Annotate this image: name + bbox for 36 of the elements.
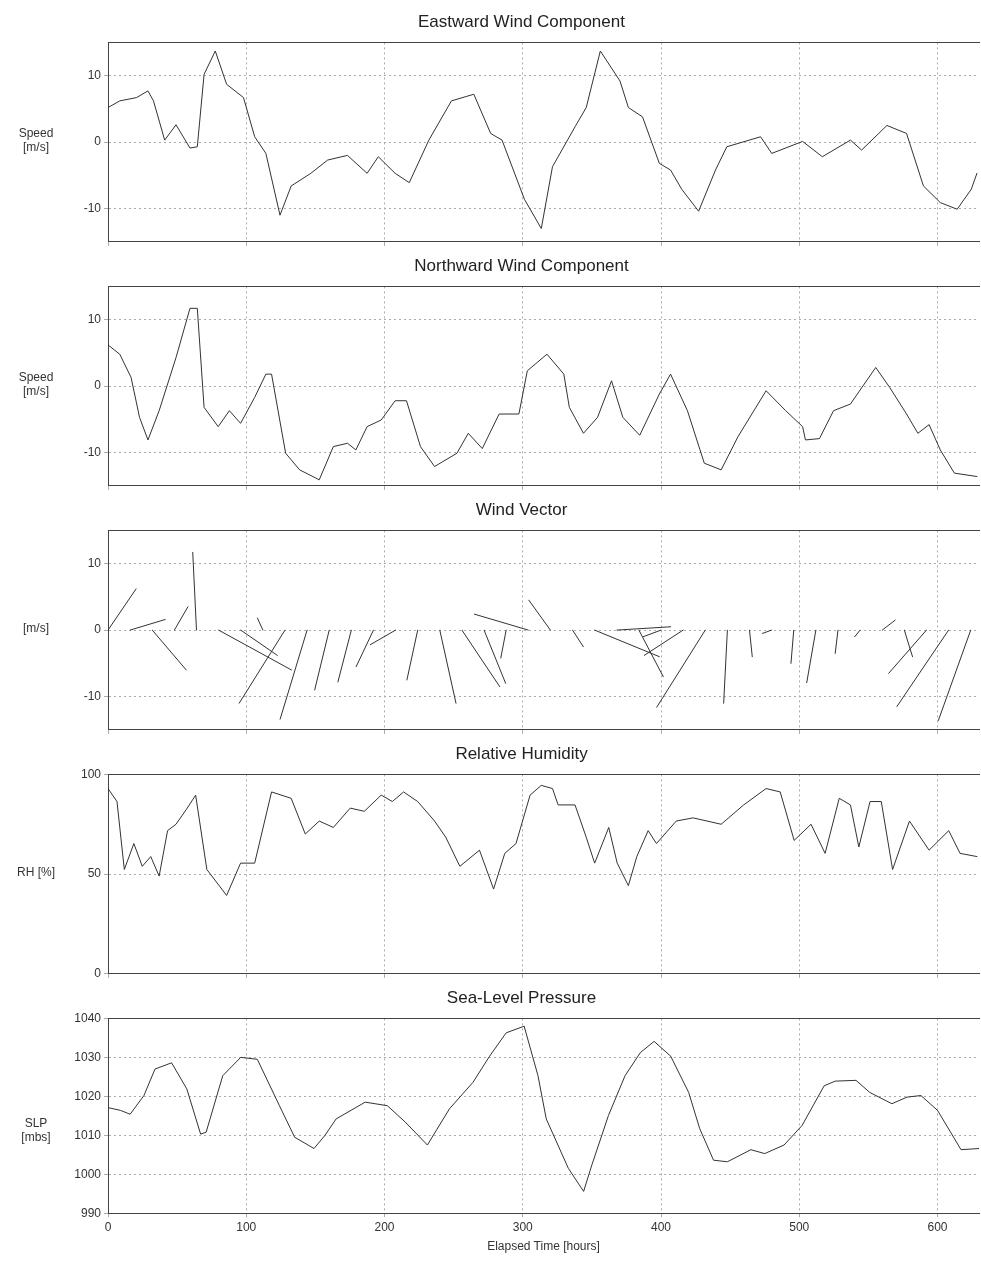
y-axis-title: SLP [mbs] <box>20 1116 52 1144</box>
y-tick-label: 10 <box>87 555 102 570</box>
x-tick-label: 200 <box>374 1219 395 1234</box>
y-tick-label: 1040 <box>74 1010 102 1025</box>
x-tick-label: 500 <box>789 1219 810 1234</box>
y-tick-label: 10 <box>87 311 102 326</box>
chart-title: Sea-Level Pressure <box>446 987 597 1007</box>
chart-title: Relative Humidity <box>455 743 589 763</box>
y-tick-label: 0 <box>94 378 102 393</box>
chart-title: Northward Wind Component <box>414 255 630 275</box>
y-tick-label: -10 <box>83 688 102 703</box>
x-tick-label: 0 <box>104 1219 112 1234</box>
x-tick-label: 100 <box>236 1219 257 1234</box>
y-axis-title: RH [%] <box>16 865 56 879</box>
x-tick-label: 300 <box>512 1219 534 1234</box>
y-tick-label: 1030 <box>74 1049 102 1064</box>
x-tick-label: 400 <box>651 1219 672 1234</box>
y-tick-label: -10 <box>83 200 102 215</box>
y-tick-label: 0 <box>94 134 102 149</box>
y-tick-label: 1000 <box>74 1166 102 1181</box>
y-axis-title: [m/s] <box>22 621 50 635</box>
y-axis-title: Speed [m/s] <box>17 370 55 398</box>
y-tick-label: 1010 <box>74 1127 102 1142</box>
y-tick-label: 100 <box>80 766 102 781</box>
x-axis-title: Elapsed Time [hours] <box>487 1239 600 1254</box>
chart-title: Wind Vector <box>475 499 568 519</box>
y-tick-label: 1020 <box>74 1088 102 1103</box>
y-tick-label: 50 <box>87 866 102 881</box>
y-tick-label: 10 <box>87 67 102 82</box>
y-tick-label: 990 <box>80 1205 102 1220</box>
y-tick-label: 0 <box>94 622 102 637</box>
y-tick-label: 0 <box>94 966 102 981</box>
chart-title: Eastward Wind Component <box>418 11 626 31</box>
y-tick-label: -10 <box>83 444 102 459</box>
y-axis-title: Speed [m/s] <box>17 126 55 154</box>
x-tick-label: 600 <box>927 1219 948 1234</box>
